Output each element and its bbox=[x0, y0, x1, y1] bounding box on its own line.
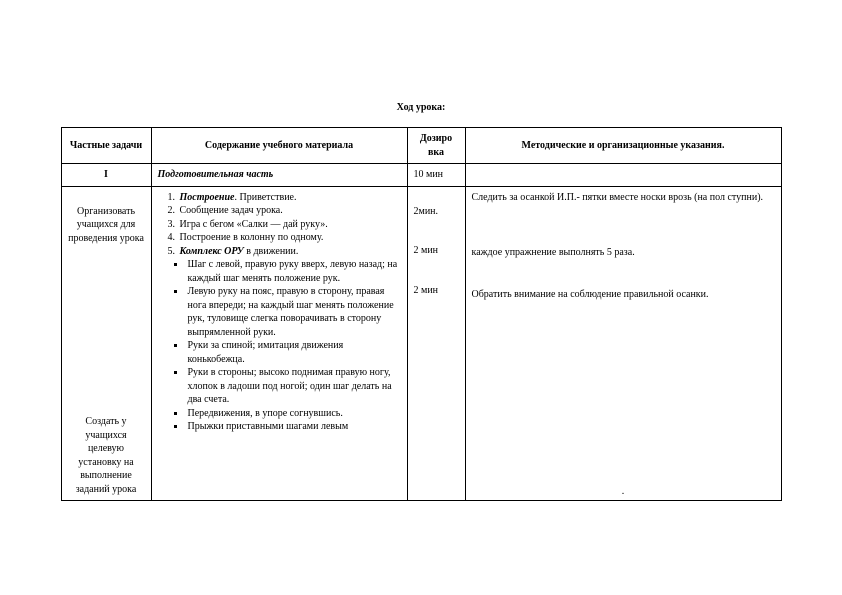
task-bottom: Создать у учащихся целевую установку на … bbox=[68, 415, 145, 496]
list-item: Игра с бегом «Салки — дай руку». bbox=[178, 218, 401, 232]
dose-value: 2 мин bbox=[414, 244, 459, 258]
list-item: Передвижения, в упоре согнувшись. bbox=[186, 407, 401, 421]
col-header-content: Содержание учебного материала bbox=[151, 128, 407, 164]
list-item: Комплекс ОРУ в движении. bbox=[178, 245, 401, 259]
notes-line: Следить за осанкой И.П.- пятки вместе но… bbox=[472, 191, 775, 205]
content-ordered-list: Построение. Приветствие. Сообщение задач… bbox=[158, 191, 401, 259]
list-item: Руки за спиной; имитация движения конько… bbox=[186, 339, 401, 366]
table-body-row: Организовать учащихся для проведения уро… bbox=[61, 186, 781, 501]
task-top: Организовать учащихся для проведения уро… bbox=[68, 205, 145, 246]
dose-value: 2 мин bbox=[414, 284, 459, 298]
section-name-cell: Подготовительная часть bbox=[151, 164, 407, 187]
table-header-row: Частные задачи Содержание учебного матер… bbox=[61, 128, 781, 164]
table-section-row: I Подготовительная часть 10 мин bbox=[61, 164, 781, 187]
list-item: Левую руку на пояс, правую в сторону, пр… bbox=[186, 285, 401, 339]
page-title: Ход урока: bbox=[0, 102, 842, 113]
content-bullet-list: Шаг с левой, правую руку вверх, левую на… bbox=[158, 258, 401, 434]
notes-line: Обратить внимание на соблюдение правильн… bbox=[472, 288, 775, 302]
dose-cell: 2мин. 2 мин 2 мин bbox=[407, 186, 465, 501]
notes-line: каждое упражнение выполнять 5 раза. bbox=[472, 246, 775, 260]
lesson-table: Частные задачи Содержание учебного матер… bbox=[61, 127, 782, 501]
list-item: Построение в колонну по одному. bbox=[178, 231, 401, 245]
col-header-notes: Методические и организационные указания. bbox=[465, 128, 781, 164]
page: Ход урока: Частные задачи Содержание уче… bbox=[0, 0, 842, 595]
list-item: Руки в стороны; высоко поднимая правую н… bbox=[186, 366, 401, 407]
content-cell: Построение. Приветствие. Сообщение задач… bbox=[151, 186, 407, 501]
section-dose-cell: 10 мин bbox=[407, 164, 465, 187]
section-number: I bbox=[61, 164, 151, 187]
list-item: Построение. Приветствие. bbox=[178, 191, 401, 205]
col-header-tasks: Частные задачи bbox=[61, 128, 151, 164]
section-notes-cell bbox=[465, 164, 781, 187]
trailing-dot: . bbox=[466, 485, 781, 501]
list-item: Шаг с левой, правую руку вверх, левую на… bbox=[186, 258, 401, 285]
dose-value: 2мин. bbox=[414, 205, 459, 219]
notes-cell: Следить за осанкой И.П.- пятки вместе но… bbox=[465, 186, 781, 501]
tasks-cell: Организовать учащихся для проведения уро… bbox=[61, 186, 151, 501]
list-item: Сообщение задач урока. bbox=[178, 204, 401, 218]
col-header-dose: Дозиро вка bbox=[407, 128, 465, 164]
list-item: Прыжки приставными шагами левым bbox=[186, 420, 401, 434]
